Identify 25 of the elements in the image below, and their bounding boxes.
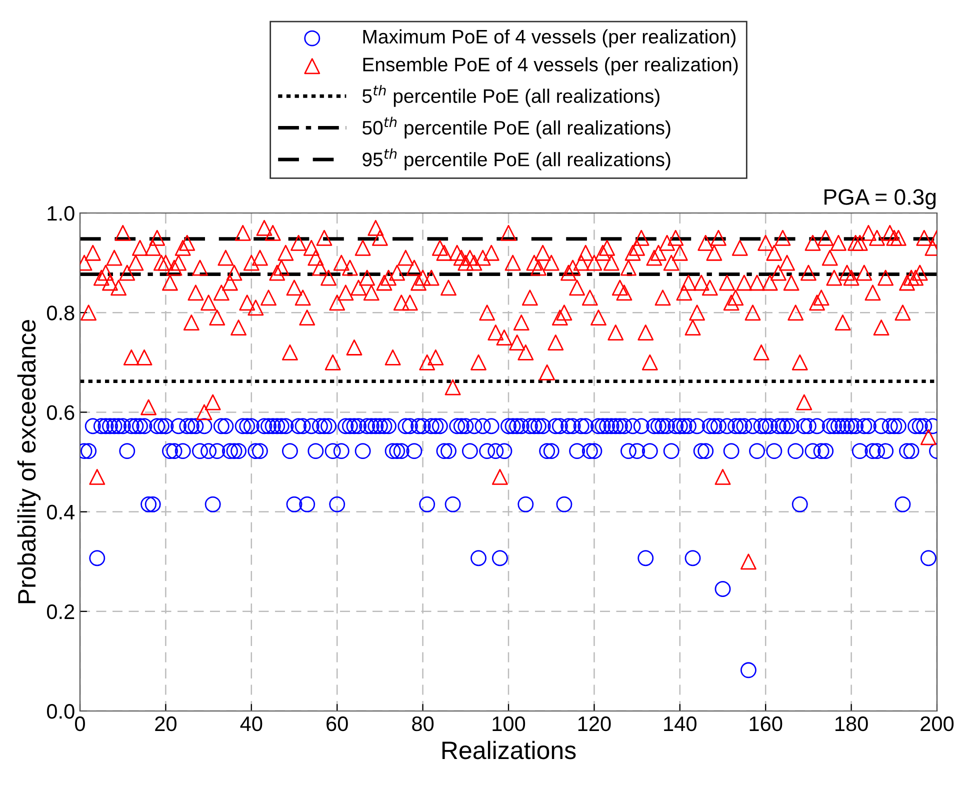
x-tick-label: 0 [75,716,85,732]
y-tick-label: 0.4 [46,504,75,520]
y-tick-label: 1.0 [48,206,74,221]
y-tick-label: 0.0 [46,704,74,719]
x-tick-label: 40 [240,716,262,732]
legend-label: Maximum PoE of 4 vessels (per realization) [363,29,736,48]
x-tick-label: 180 [836,716,868,732]
x-tick-label: 200 [920,716,954,732]
legend-label: 50$^{th}$ percentile PoE (all realizations) [362,116,670,139]
x-axis-title: Realizations [442,740,576,760]
legend-label: 5$^{th}$ percentile PoE (all realizations) [362,85,660,107]
legend-label: Ensemble PoE of 4 vessels (per realization) [363,57,738,76]
x-tick-label: 60 [326,716,348,732]
x-tick-label: 100 [492,716,526,732]
x-tick-label: 80 [412,716,434,732]
x-tick-label: 120 [578,716,611,732]
x-tick-label: 140 [664,716,696,732]
x-tick-label: 160 [750,716,782,732]
y-tick-label: 0.8 [46,306,74,320]
x-tick-label: 20 [155,716,176,732]
y-tick-label: 0.6 [46,405,74,420]
y-axis-title: Probability of exceedance [17,320,41,604]
y-tick-label: 0.2 [46,604,74,620]
chart-title: PGA = 0.3g [824,189,936,210]
legend-label: 95$^{th}$ percentile PoE (all realizations) [362,148,670,170]
